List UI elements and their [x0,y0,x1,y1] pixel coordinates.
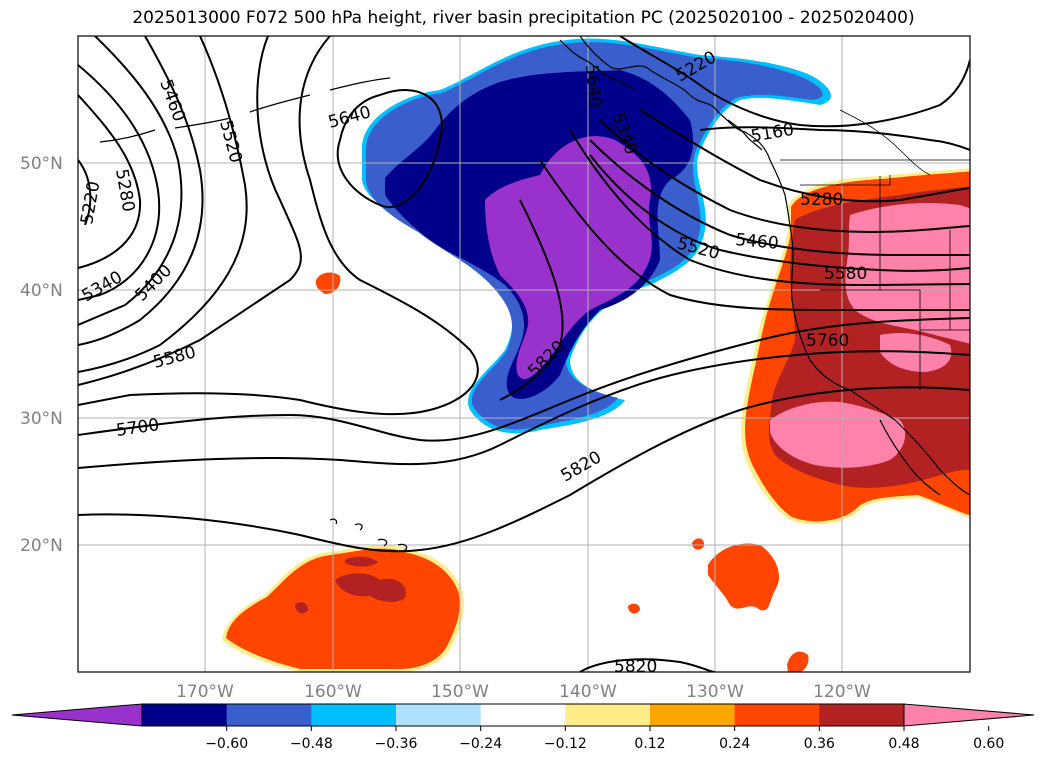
colorbar-tick-label: 0.60 [973,736,1004,752]
colorbar-bin [396,704,481,726]
contour-label: 5640 [581,64,605,109]
colorbar-extend-high [904,704,1034,726]
colorbar-bin [565,704,650,726]
lon-label: 150°W [431,682,489,702]
contour-label: 5460 [735,230,780,254]
colorbar-tick-label: −0.12 [544,736,587,752]
colorbar-bin [650,704,735,726]
colorbar-bin [311,704,396,726]
colorbar-tick-label: 0.48 [888,736,919,752]
colorbar-bin [819,704,904,726]
lat-label: 50°N [20,154,63,174]
latitude-labels: 50°N 40°N 30°N 20°N [20,154,63,556]
colorbar-bin [481,704,566,726]
lon-label: 170°W [176,682,234,702]
colorbar: −0.60 −0.48 −0.36 −0.24 −0.12 0.12 0.24 0.36 0.4… [12,704,1034,752]
colorbar-tick-label: −0.24 [459,736,502,752]
lat-label: 20°N [20,536,63,556]
colorbar-tick-label: −0.60 [205,736,248,752]
contour-label: 5580 [824,264,867,284]
colorbar-bin [227,704,312,726]
contour-label: 5820 [614,657,657,677]
colorbar-tick-label: 0.12 [634,736,665,752]
colorbar-extend-low [12,704,142,726]
lat-label: 40°N [20,281,63,301]
colorbar-bin [735,704,820,726]
lon-label: 140°W [559,682,617,702]
lon-label: 130°W [686,682,744,702]
lat-label: 30°N [20,409,63,429]
colorbar-bin [142,704,227,726]
longitude-labels: 170°W 160°W 150°W 140°W 130°W 120°W [176,682,871,702]
colorbar-tick-label: −0.48 [290,736,333,752]
colorbar-tick-label: 0.24 [719,736,750,752]
lon-label: 120°W [813,682,871,702]
colorbar-tick-label: −0.36 [375,736,418,752]
colorbar-tick-label: 0.36 [804,736,835,752]
contour-label: 5760 [806,331,849,351]
contour-label: 5280 [800,190,843,210]
lon-label: 160°W [304,682,362,702]
